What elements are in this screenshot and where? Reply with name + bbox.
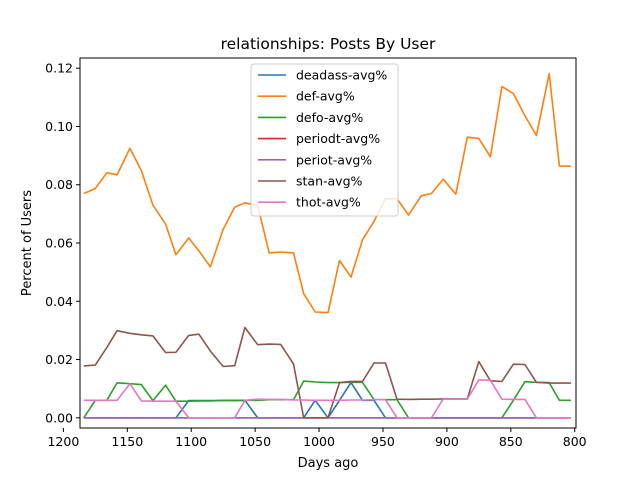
- legend-label: defo-avg%: [296, 110, 363, 125]
- legend-label: def-avg%: [296, 89, 355, 104]
- x-tick-label: 1050: [239, 434, 271, 449]
- x-tick-label: 900: [435, 434, 459, 449]
- legend-label: periot-avg%: [296, 152, 372, 167]
- x-tick-label: 1200: [47, 434, 79, 449]
- y-axis: 0.00 0.02 0.04 0.06 0.08 0.10 0.12: [45, 61, 80, 425]
- y-tick-label: 0.02: [45, 352, 73, 367]
- legend-items: deadass-avg% def-avg% defo-avg% periodt-avg…: [258, 68, 387, 210]
- series-line-1: [83, 72, 571, 314]
- y-tick-label: 0.08: [45, 177, 73, 192]
- chart-title: relationships: Posts By User: [221, 35, 436, 53]
- y-axis-label: Percent of Users: [20, 190, 35, 296]
- legend-label: periodt-avg%: [296, 131, 380, 146]
- y-tick-label: 0.00: [45, 410, 73, 425]
- x-tick-label: 1150: [111, 434, 143, 449]
- x-axis-label: Days ago: [298, 456, 359, 471]
- y-tick-label: 0.10: [45, 119, 73, 134]
- x-axis: 1200 1150 1100 1050 1000 950 900 850 800: [47, 428, 587, 449]
- x-tick-label: 1000: [303, 434, 335, 449]
- legend-label: stan-avg%: [296, 174, 362, 189]
- y-tick-label: 0.04: [45, 294, 73, 309]
- legend-box: [250, 63, 399, 217]
- series-line-6: [83, 379, 571, 419]
- x-tick-label: 1100: [175, 434, 207, 449]
- legend-label: deadass-avg%: [296, 68, 387, 83]
- x-tick-label: 800: [563, 434, 587, 449]
- y-tick-label: 0.12: [45, 61, 73, 76]
- legend: deadass-avg% def-avg% defo-avg% periodt-avg…: [250, 63, 399, 217]
- y-tick-label: 0.06: [45, 236, 73, 251]
- series-lines: [83, 72, 571, 419]
- x-tick-label: 950: [371, 434, 395, 449]
- x-tick-label: 850: [499, 434, 523, 449]
- legend-label: thot-avg%: [296, 195, 361, 210]
